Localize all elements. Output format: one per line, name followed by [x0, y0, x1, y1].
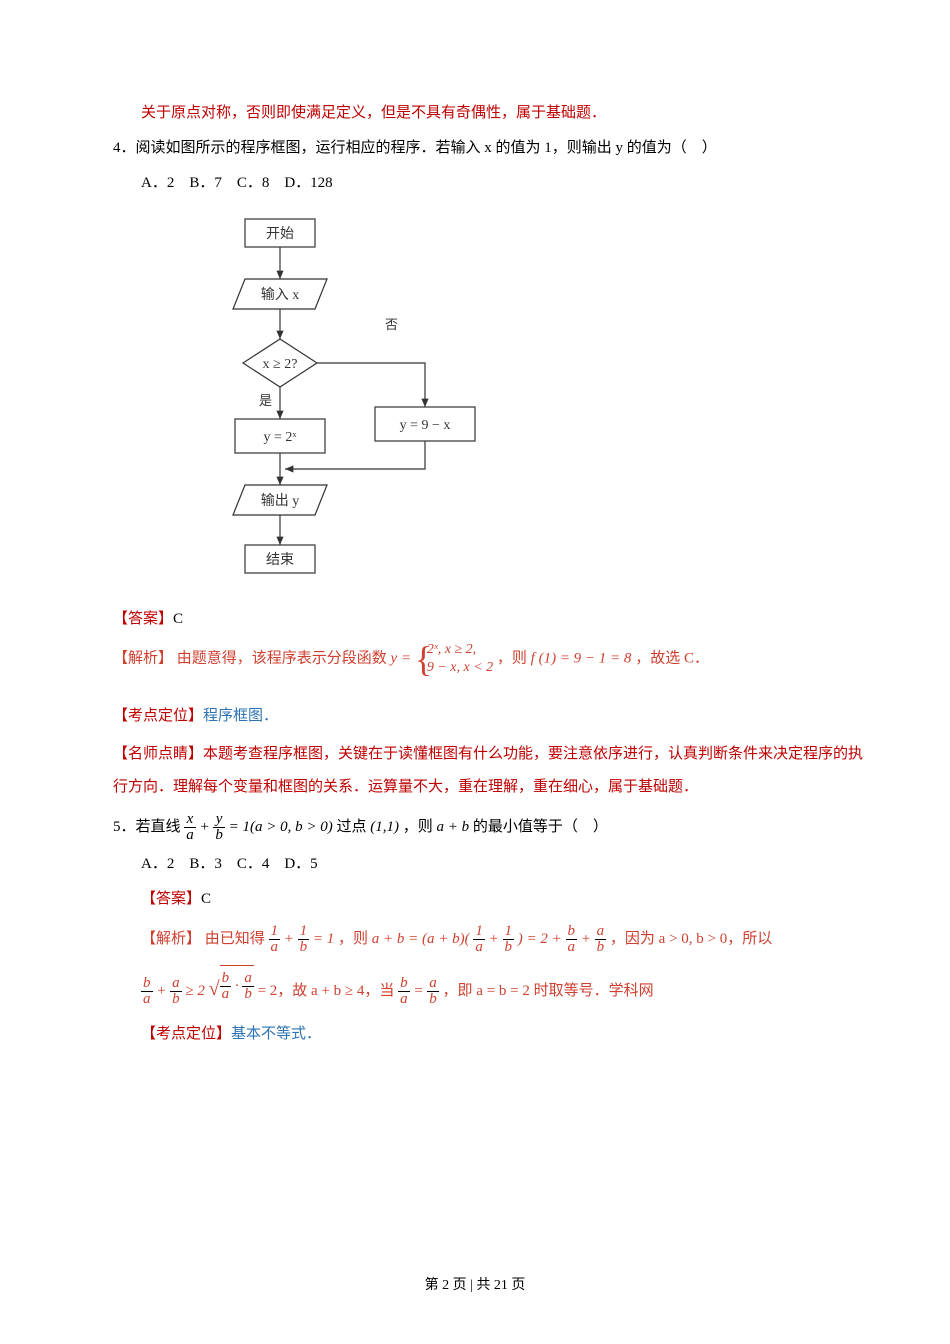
mingshi-text: 本题考查程序框图，关键在于读懂框图有什么功能，要注意依序进行，认真判断条件来决定…: [113, 746, 863, 795]
svg-text:是: 是: [259, 393, 272, 408]
eq1: = 1: [313, 931, 334, 947]
q5-stem: 5．若直线 xa + yb = 1(a > 0, b > 0) 过点 (1,1)…: [85, 812, 865, 843]
jiexi-5-line1: 【解析】 由已知得 1a + 1b = 1 ，则 a + b = (a + b)…: [85, 921, 865, 957]
kaodian-5: 【考点定位】基本不等式．: [85, 1021, 865, 1048]
flowchart: 是 否 开始输入 x x ≥ 2? y = 2ˣ y = 9 − x 输出 y 结束: [185, 209, 865, 594]
sqrt: √: [209, 978, 220, 1000]
answer-4: 【答案】C: [85, 606, 865, 633]
q5-options: A．2 B．3 C．4 D．5: [85, 851, 865, 878]
jiexi5-t3: a + b = (a + b)(: [372, 931, 470, 947]
frac-ba: ba: [566, 924, 578, 955]
jiexi5-l2-mid: = 2，故 a + b ≥ 4，当: [258, 983, 395, 999]
sqrt-arg: ba · ab: [220, 965, 254, 1004]
frac-yb: yb: [213, 812, 225, 843]
page-number: 第 2 页 | 共 21 页: [0, 1274, 950, 1294]
svg-text:结束: 结束: [266, 552, 294, 568]
jiexi5-t5: ，因为 a > 0, b > 0，所以: [610, 931, 772, 947]
answer5-value: C: [201, 891, 211, 907]
pw-top: 2ˣ, x ≥ 2,: [427, 641, 493, 659]
q4-text: 4．阅读如图所示的程序框图，运行相应的程序．若输入 x 的值为 1，则输出 y …: [113, 140, 717, 156]
frac-xa: xa: [184, 812, 196, 843]
spacer: [85, 685, 865, 703]
plus: +: [200, 819, 214, 835]
frac-1b2: 1b: [503, 924, 515, 955]
jiexi5-t1: 由已知得: [205, 931, 265, 947]
svg-text:输出 y: 输出 y: [261, 493, 300, 509]
q5-prefix: 5．若直线: [113, 819, 181, 835]
frac-ab: ab: [595, 924, 607, 955]
kaodian-4: 【考点定位】程序框图．: [85, 703, 865, 730]
jiexi-f1: f (1) = 9 − 1 = 8: [531, 651, 632, 667]
frac-ab3: ab: [427, 976, 439, 1007]
kaodian5-text: 基本不等式．: [231, 1026, 321, 1042]
kaodian-label: 【考点定位】: [113, 708, 203, 724]
frac-1b: 1b: [298, 924, 310, 955]
q5-mid: = 1(a > 0, b > 0) 过点 (1,1) ，则 a + b 的最小值…: [229, 819, 608, 835]
svg-text:开始: 开始: [266, 226, 294, 242]
q4-options: A．2 B．7 C．8 D．128: [85, 170, 865, 197]
mingshi-label: 【名师点睛】: [113, 746, 203, 762]
svg-text:y = 9 − x: y = 9 − x: [400, 418, 451, 433]
svg-text:输入 x: 输入 x: [261, 287, 300, 303]
jiexi5-t4: ) = 2 +: [518, 931, 566, 947]
piecewise: 2ˣ, x ≥ 2, 9 − x, x < 2: [415, 641, 493, 677]
jiexi-t4: ，故选 C．: [635, 651, 709, 667]
plus2: +: [284, 931, 298, 947]
answer-value: C: [173, 611, 183, 627]
prev-red-line: 关于原点对称，否则即使满足定义，但是不具有奇偶性，属于基础题．: [85, 100, 865, 127]
jiexi-5-line2: ba + ab ≥ 2 √ ba · ab = 2，故 a + b ≥ 4，当 …: [85, 965, 865, 1013]
jiexi5-t2: ，则: [338, 931, 368, 947]
jiexi5-l2-end: ，即 a = b = 2 时取等号．学科网: [443, 983, 654, 999]
jiexi-y: y =: [391, 651, 415, 667]
q4-stem: 4．阅读如图所示的程序框图，运行相应的程序．若输入 x 的值为 1，则输出 y …: [85, 135, 865, 162]
frac-ab2: ab: [170, 976, 182, 1007]
jiexi-t2: ，则: [497, 651, 527, 667]
jiexi-4: 【解析】 由题意得，该程序表示分段函数 y = 2ˣ, x ≥ 2, 9 − x…: [85, 641, 865, 677]
frac-ba3: ba: [398, 976, 410, 1007]
svg-text:x ≥ 2?: x ≥ 2?: [263, 357, 298, 372]
frac-ba2: ba: [141, 976, 153, 1007]
jiexi-t1: 由题意得，该程序表示分段函数: [177, 651, 387, 667]
answer-5: 【答案】C: [85, 886, 865, 913]
frac-1a: 1a: [269, 924, 281, 955]
kaodian-text: 程序框图．: [203, 708, 278, 724]
mingshi-4: 【名师点睛】本题考查程序框图，关键在于读懂框图有什么功能，要注意依序进行，认真判…: [85, 738, 865, 804]
pw-bot: 9 − x, x < 2: [427, 659, 493, 677]
flowchart-svg: 是 否 开始输入 x x ≥ 2? y = 2ˣ y = 9 − x 输出 y 结束: [185, 209, 505, 589]
jiexi-label: 【解析】: [113, 651, 173, 667]
kaodian5-label: 【考点定位】: [141, 1026, 231, 1042]
answer5-label: 【答案】: [141, 891, 201, 907]
svg-text:y = 2ˣ: y = 2ˣ: [264, 430, 298, 445]
answer-label: 【答案】: [113, 611, 173, 627]
svg-text:否: 否: [385, 317, 398, 332]
frac-1a2: 1a: [473, 924, 485, 955]
jiexi5-label: 【解析】: [141, 931, 201, 947]
